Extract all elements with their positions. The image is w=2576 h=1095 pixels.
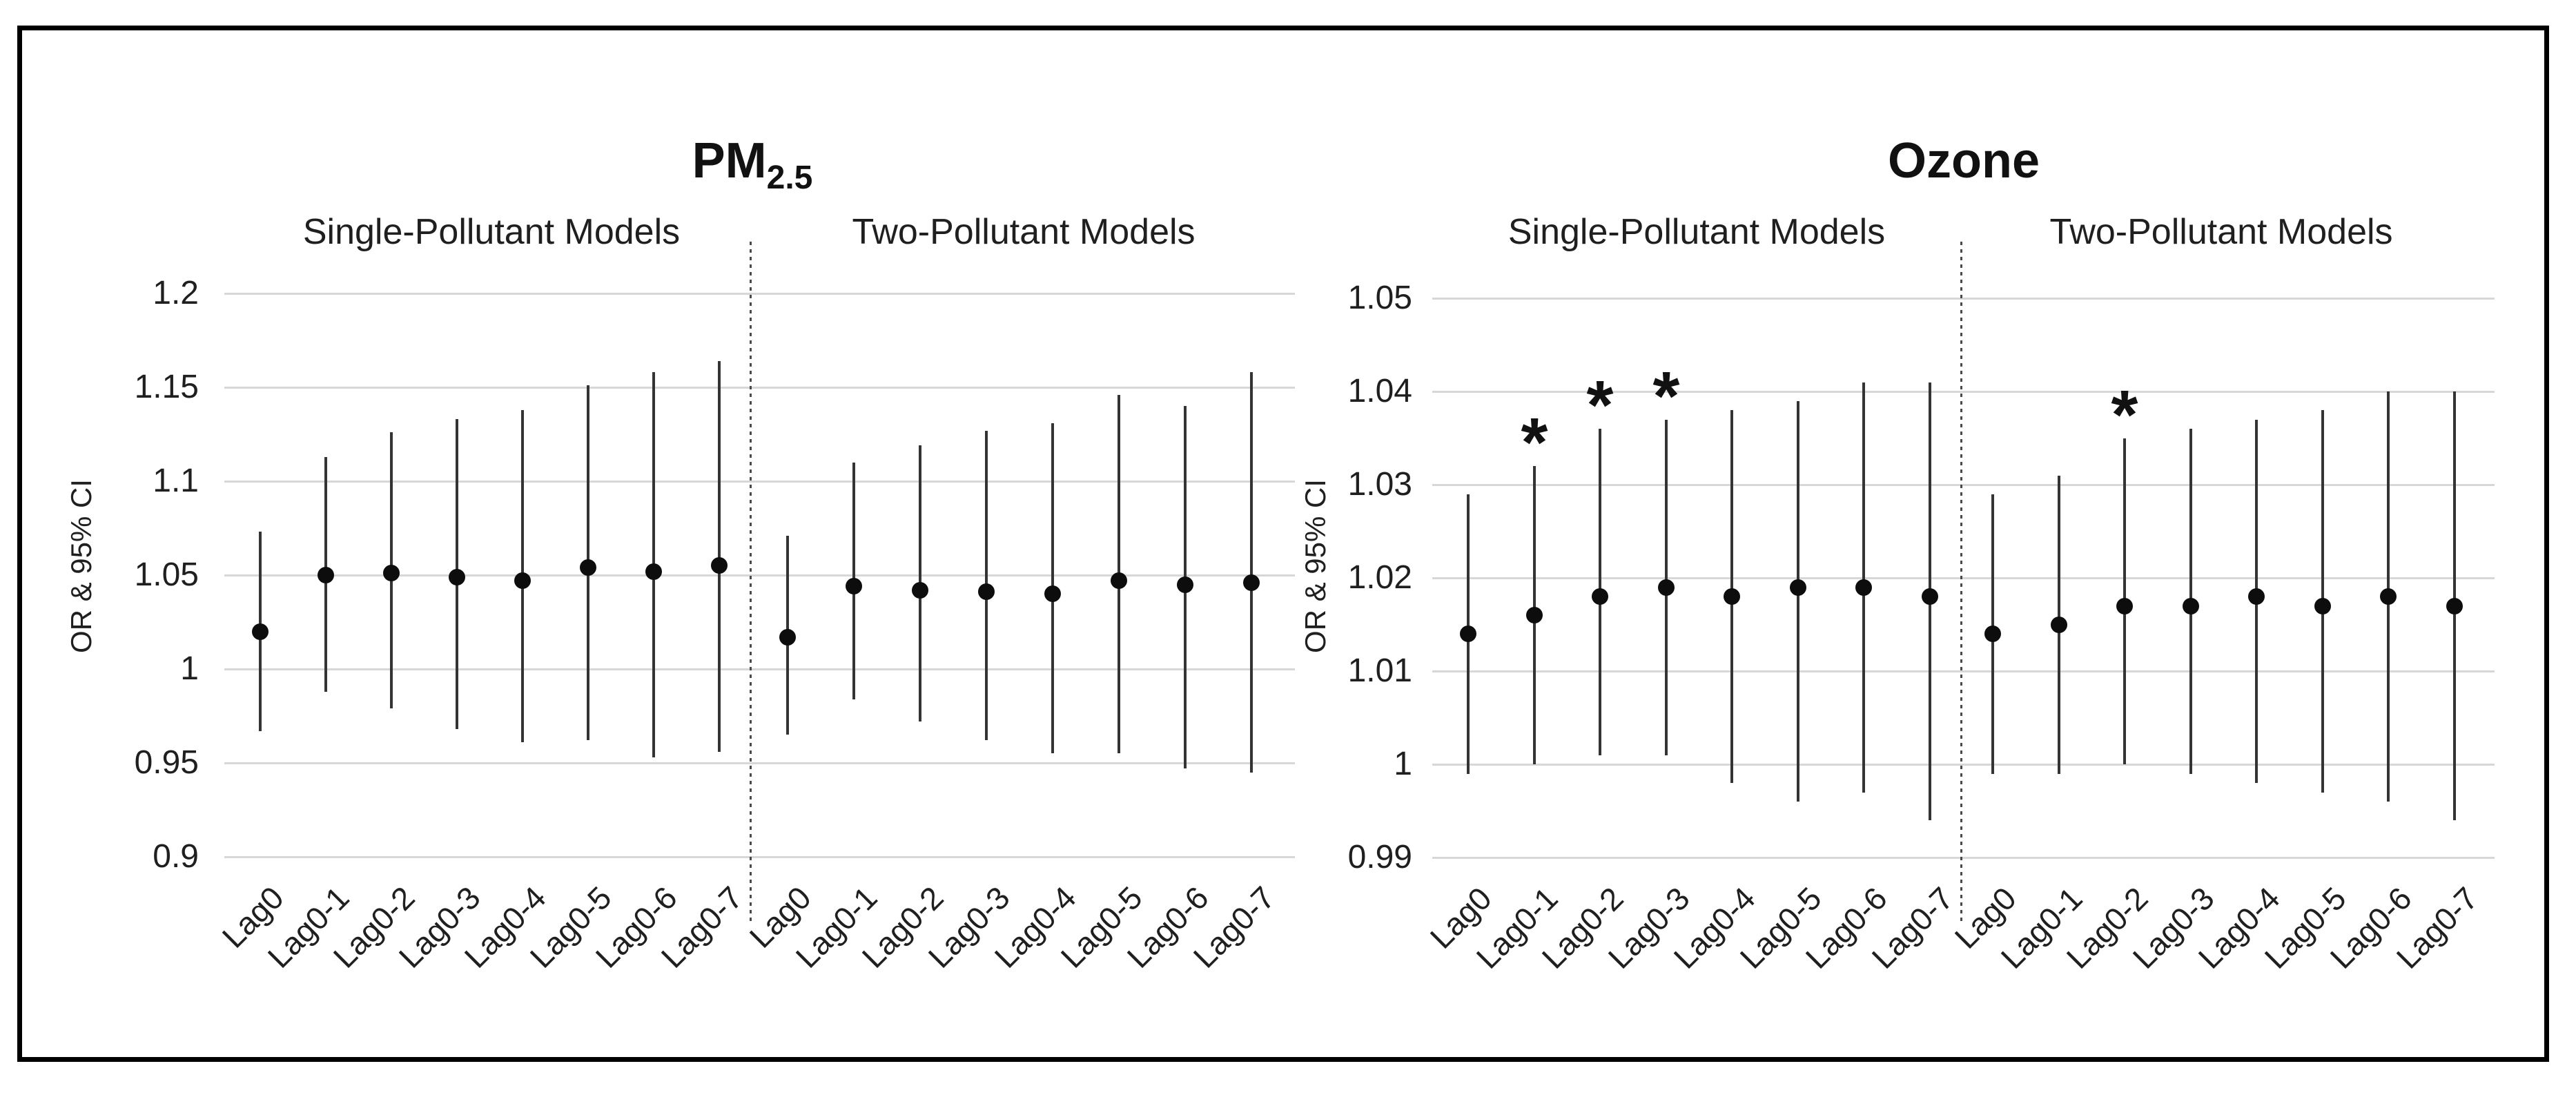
pm25-two-pollutant-header: Two-Pollutant Models (852, 212, 1196, 252)
or-marker (383, 565, 400, 582)
ci-whisker (718, 360, 721, 752)
y-gridline (1432, 391, 2495, 393)
or-marker (978, 583, 995, 601)
pm25-single-pollutant-header: Single-Pollutant Models (302, 212, 681, 252)
ci-whisker (1250, 372, 1253, 773)
y-axis-tick-label: 1 (1394, 746, 1412, 782)
or-marker (645, 563, 662, 580)
ozone-panel-title: Ozone (1888, 133, 2040, 189)
or-marker (779, 628, 796, 646)
or-marker (1922, 588, 1938, 605)
or-marker (318, 567, 334, 583)
or-marker (846, 578, 862, 595)
or-marker (711, 557, 728, 574)
y-axis-tick-label: 1.03 (1347, 466, 1412, 503)
or-marker (2248, 588, 2265, 605)
or-marker (449, 568, 465, 585)
or-marker (2051, 616, 2067, 633)
y-gridline (224, 387, 1295, 389)
or-marker (1111, 572, 1127, 590)
y-gridline (224, 574, 1295, 576)
or-marker (1724, 588, 1740, 605)
pm25-title-main: PM (692, 133, 767, 188)
or-marker (1177, 576, 1193, 593)
y-axis-tick-label: 1.02 (1347, 559, 1412, 596)
or-marker (1526, 607, 1543, 623)
group-divider-line (750, 242, 752, 921)
y-axis-tick-label: 1.1 (153, 463, 199, 499)
pm25-title-subscript: 2.5 (766, 159, 813, 196)
or-marker (514, 572, 531, 590)
or-marker (912, 581, 928, 599)
y-axis-tick-label: 1.2 (153, 275, 199, 311)
or-marker (2446, 597, 2463, 614)
ozone-two-pollutant-header: Two-Pollutant Models (2049, 212, 2393, 252)
y-gridline (1432, 484, 2495, 486)
y-axis-tick-label: 0.9 (153, 838, 199, 875)
y-gridline (1432, 764, 2495, 766)
or-marker (252, 623, 269, 640)
or-marker (2116, 597, 2133, 614)
significance-asterisk: * (1586, 367, 1614, 444)
y-axis-tick-label: 0.99 (1347, 839, 1412, 875)
y-gridline (224, 856, 1295, 858)
y-gridline (1432, 298, 2495, 300)
or-marker (2314, 597, 2331, 614)
or-marker (1460, 626, 1476, 642)
y-gridline (1432, 577, 2495, 579)
y-gridline (224, 668, 1295, 670)
y-axis-tick-label: 0.95 (134, 744, 199, 781)
or-marker (1855, 579, 1872, 596)
significance-asterisk: * (1652, 357, 1680, 435)
y-gridline (224, 762, 1295, 764)
significance-asterisk: * (2111, 376, 2138, 454)
or-marker (1044, 585, 1061, 603)
group-divider-line (1960, 242, 1962, 921)
or-marker (1658, 579, 1675, 596)
or-marker (1984, 626, 2001, 642)
or-marker (2380, 588, 2397, 605)
y-gridline (1432, 670, 2495, 672)
ci-whisker (1797, 400, 1799, 802)
y-axis-tick-label: 1.04 (1347, 373, 1412, 409)
or-marker (580, 559, 596, 576)
ozone-single-pollutant-header: Single-Pollutant Models (1507, 212, 1886, 252)
or-marker (1790, 579, 1806, 596)
y-axis-tick-label: 1.01 (1347, 652, 1412, 689)
y-axis-tick-label: 1.15 (134, 369, 199, 405)
y-gridline (1432, 857, 2495, 859)
or-marker (2183, 597, 2199, 614)
figure-border (17, 26, 2549, 1062)
or-marker (1243, 574, 1260, 591)
significance-asterisk: * (1521, 404, 1548, 481)
y-gridline (224, 481, 1295, 483)
y-axis-tick-label: 1.05 (1347, 280, 1412, 316)
y-axis-tick-label: 1.05 (134, 556, 199, 593)
y-gridline (224, 293, 1295, 295)
y-axis-tick-label: 1 (180, 650, 199, 687)
ozone-title-main: Ozone (1887, 133, 2040, 188)
or-marker (1592, 588, 1608, 605)
pm25-panel-title: PM2.5 (692, 133, 813, 196)
